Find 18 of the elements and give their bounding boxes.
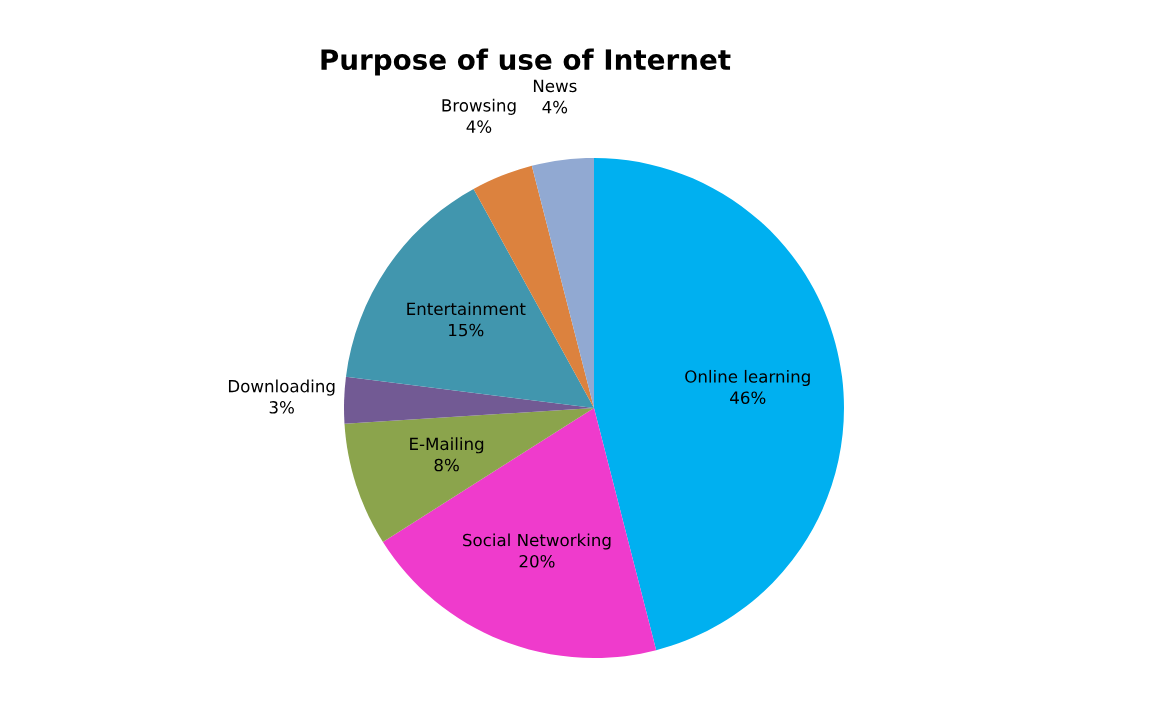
data-label: 8% xyxy=(434,458,459,472)
slice-label: Browsing xyxy=(442,98,516,115)
pie-slice xyxy=(531,158,594,408)
data-label: 20% xyxy=(519,554,555,568)
data-label: 4% xyxy=(466,120,492,133)
chart-title: Purpose of use of Internet xyxy=(321,48,731,76)
data-label: 46% xyxy=(730,391,766,405)
slice-label: Online learning xyxy=(685,369,810,387)
data-label: 3% xyxy=(269,401,294,414)
slice-label: Entertainment xyxy=(407,302,526,316)
slice-label: News xyxy=(533,79,577,93)
data-label: 4% xyxy=(542,100,568,114)
slice-label: E-Mailing xyxy=(410,437,484,454)
slice-label: Downloading xyxy=(228,379,335,396)
pie-slice xyxy=(345,188,594,408)
data-label: 15% xyxy=(449,323,484,337)
pie-slice xyxy=(382,408,657,658)
slice-label: Social Networking xyxy=(463,533,611,550)
